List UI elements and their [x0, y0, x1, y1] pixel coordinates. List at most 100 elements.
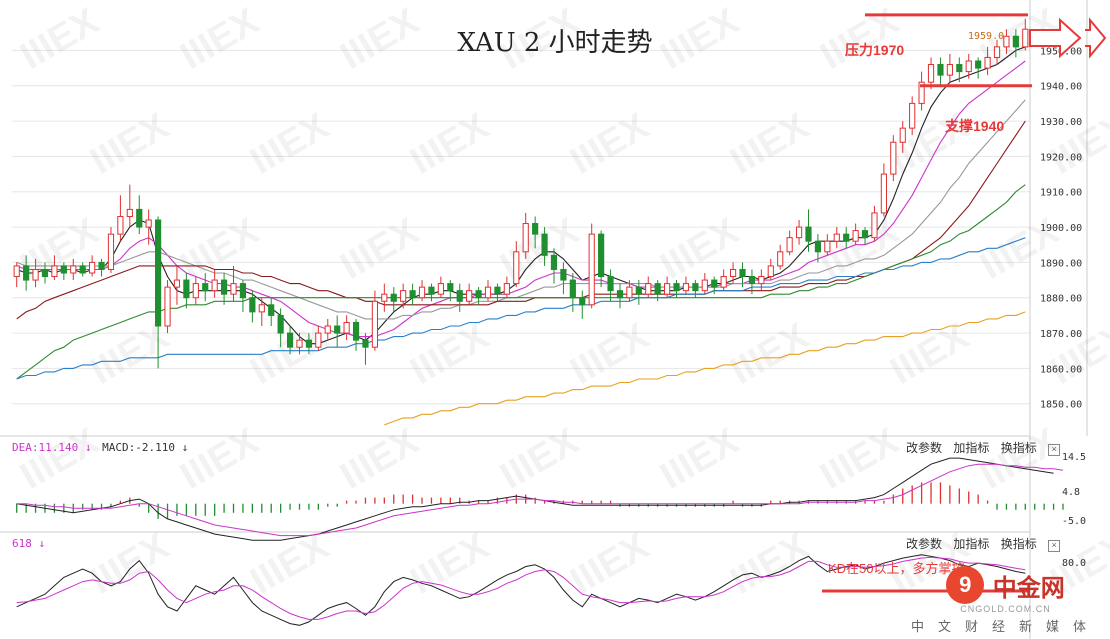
candlestick-layer — [13, 18, 1029, 369]
candle — [32, 258, 39, 288]
candle — [418, 280, 426, 302]
kd-note: KD在50以上，多方掌控 — [828, 561, 965, 576]
candle — [155, 216, 162, 369]
candle — [211, 269, 218, 298]
candle — [503, 276, 510, 298]
candle — [456, 283, 463, 312]
candle — [352, 318, 360, 351]
kd-switch-indicator-button[interactable]: 换指标 — [1000, 537, 1037, 551]
candle — [41, 262, 49, 284]
candle — [833, 227, 840, 249]
candle — [645, 276, 652, 298]
candle — [984, 46, 991, 76]
kd-header: 618 ↓ — [12, 537, 46, 550]
price-tick: 1870.00 — [1040, 329, 1082, 340]
candle — [975, 57, 982, 79]
candle — [767, 258, 774, 281]
close-icon[interactable]: × — [1048, 444, 1061, 456]
candle — [701, 273, 708, 295]
macd-tick-high: 14.5 — [1062, 452, 1087, 463]
candle — [795, 220, 803, 245]
candle — [805, 209, 812, 252]
candle — [13, 262, 20, 288]
candle — [927, 57, 935, 90]
candle — [239, 280, 247, 312]
ma-line-1 — [16, 60, 1026, 338]
candle — [635, 280, 642, 305]
candle — [607, 269, 614, 302]
price-tick: 1860.00 — [1040, 364, 1082, 375]
candle — [428, 283, 435, 302]
change-params-button[interactable]: 改参数 — [906, 441, 943, 455]
candle — [117, 195, 124, 242]
candle — [598, 230, 605, 288]
kd-close-icon[interactable]: × — [1048, 540, 1061, 552]
candle — [1022, 18, 1029, 51]
price-tick: 1930.00 — [1040, 117, 1082, 128]
candle — [852, 223, 859, 245]
kd-toolbar: 改参数 加指标 换指标 × — [898, 535, 1061, 552]
candle — [682, 276, 690, 295]
candle — [268, 297, 275, 326]
high-price-label: 1959.0 — [968, 31, 1005, 42]
candle — [993, 39, 1001, 65]
candle — [202, 273, 209, 302]
kd-change-params-button[interactable]: 改参数 — [906, 537, 943, 551]
candle — [286, 326, 294, 355]
logo-mark-icon: 9 — [946, 566, 985, 604]
resistance-label: 压力1970 — [845, 42, 905, 58]
ma-line-2 — [16, 99, 1026, 320]
candle — [626, 280, 633, 302]
candle — [249, 290, 256, 323]
right-arrow-icon — [1029, 17, 1082, 59]
candle — [183, 273, 190, 309]
candle — [192, 276, 199, 305]
kd-add-indicator-button[interactable]: 加指标 — [953, 537, 990, 551]
candle — [277, 308, 284, 348]
candle — [220, 273, 228, 305]
price-tick: 1850.00 — [1040, 400, 1082, 411]
ma-line-5 — [16, 237, 1026, 380]
candle — [494, 283, 501, 302]
logo-domain: CNGOLD.COM.CN — [960, 604, 1051, 614]
candle — [814, 234, 822, 263]
candle — [786, 230, 793, 256]
candle — [1012, 29, 1019, 58]
candle — [739, 262, 746, 288]
candle — [362, 333, 369, 365]
macd-label: MACD:-2.110 ↓ — [102, 441, 189, 454]
candle — [909, 96, 916, 136]
macd-tick-mid: 4.8 — [1062, 487, 1081, 498]
candle — [579, 290, 586, 319]
candle — [466, 283, 473, 305]
dea-label: DEA:11.140 ↓ — [12, 441, 92, 454]
candle — [79, 262, 86, 277]
kd-tick: 80.0 — [1062, 558, 1087, 569]
ma-line-4 — [16, 184, 1026, 380]
candle — [664, 276, 671, 298]
candle — [654, 280, 661, 302]
candle — [70, 258, 77, 281]
candle — [315, 326, 322, 351]
candle — [522, 212, 529, 259]
candle — [890, 135, 897, 182]
price-tick: 1910.00 — [1040, 188, 1082, 199]
candle — [541, 227, 548, 266]
candle — [748, 269, 756, 295]
logo-tagline: 中文财经新媒体 — [910, 619, 1100, 634]
switch-indicator-button[interactable]: 换指标 — [1000, 441, 1037, 455]
candle — [145, 209, 152, 245]
candle — [777, 244, 784, 270]
candle — [899, 121, 906, 153]
candle — [23, 255, 30, 291]
add-indicator-button[interactable]: 加指标 — [953, 441, 990, 455]
candle — [711, 276, 718, 295]
candle — [89, 255, 96, 277]
macd-header: DEA:11.140 ↓ MACD:-2.110 ↓ — [12, 441, 188, 454]
candle — [550, 248, 558, 284]
kd-k-line — [16, 554, 1026, 626]
candle — [60, 262, 67, 281]
candle — [965, 53, 972, 79]
candle — [173, 265, 181, 305]
